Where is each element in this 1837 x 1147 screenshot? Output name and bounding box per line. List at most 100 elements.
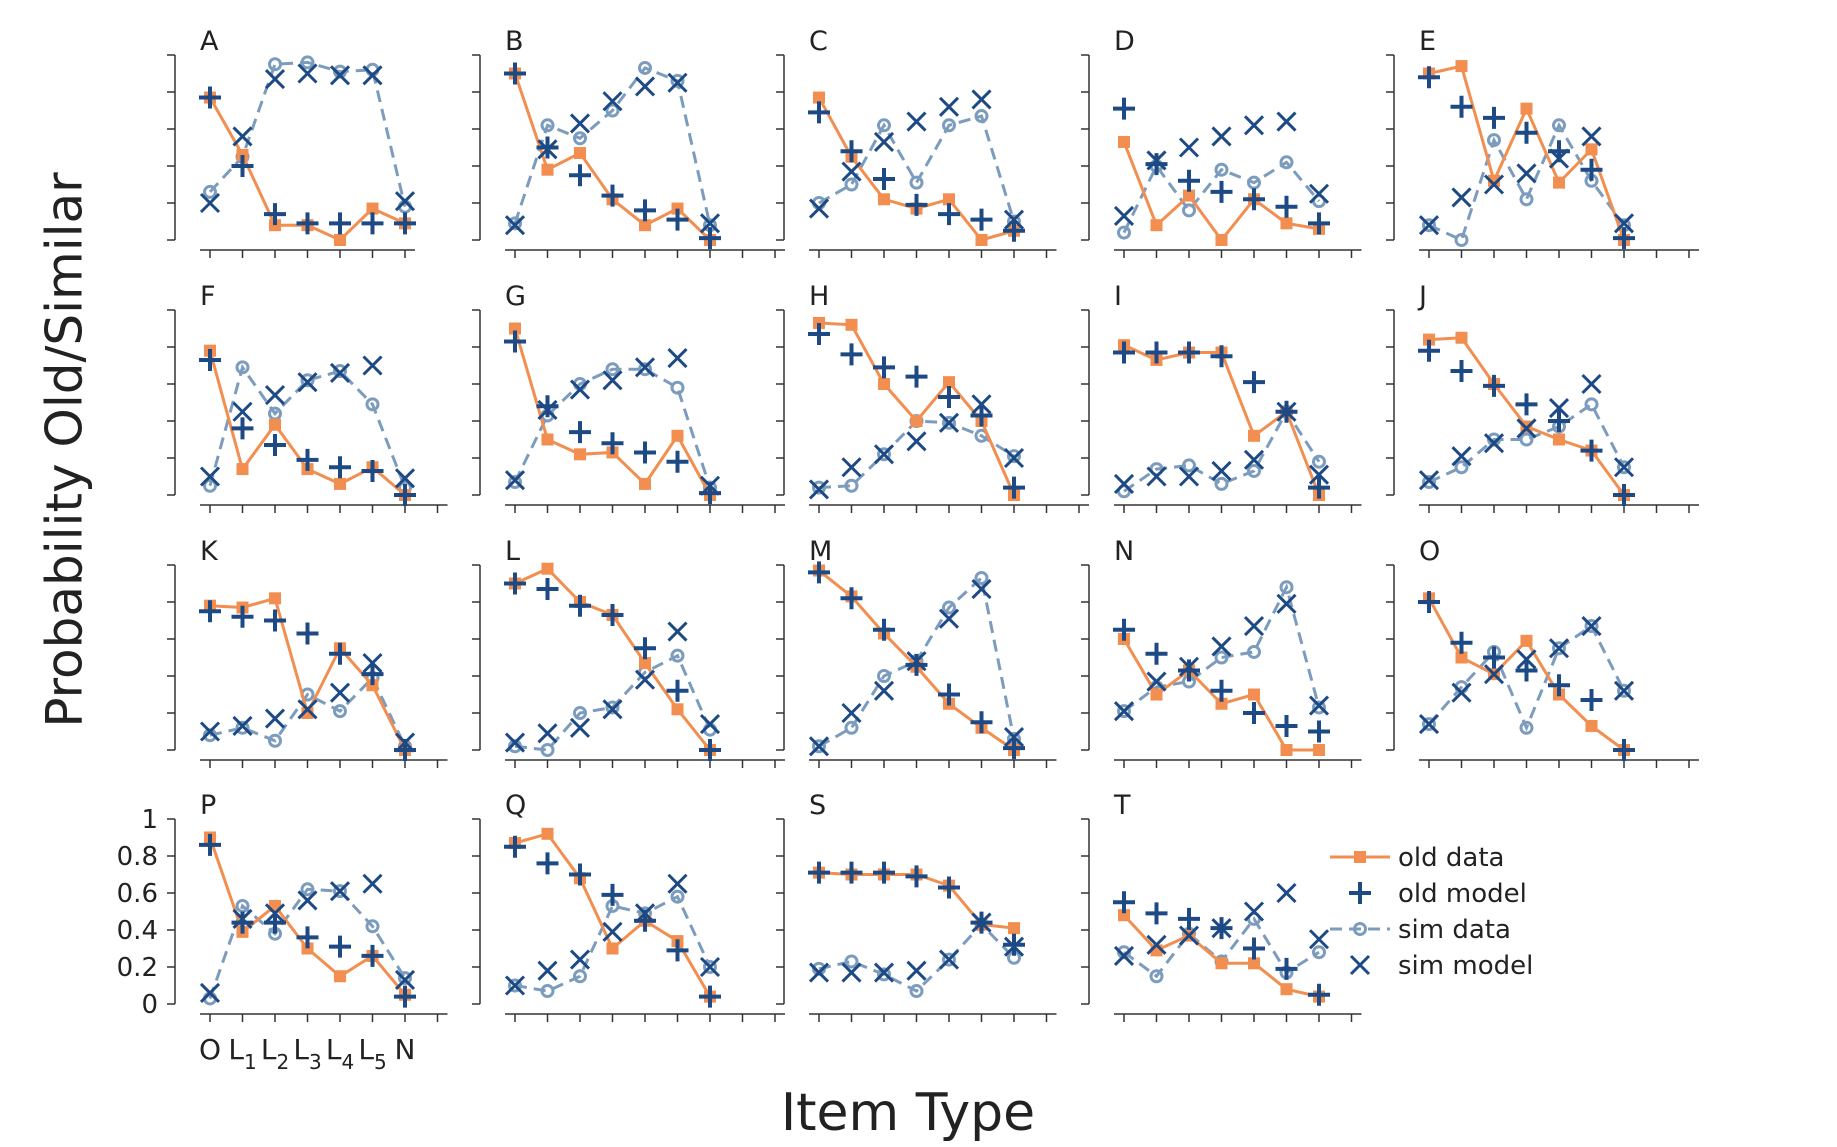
sim-model-point xyxy=(1308,929,1330,950)
old-model-point xyxy=(1210,180,1233,203)
old-model-point xyxy=(905,193,928,216)
old-model-point xyxy=(905,865,928,888)
sim-model-point xyxy=(362,65,383,86)
sim-model-point xyxy=(808,962,830,983)
sim-data-point xyxy=(942,952,956,967)
sim-data-point xyxy=(573,131,587,146)
old-data-point xyxy=(1423,333,1435,346)
sim-model-point xyxy=(1308,464,1330,485)
old-data-point xyxy=(334,477,346,490)
old-model-point xyxy=(840,587,863,610)
sim-data-point xyxy=(909,984,924,999)
panel-label: T xyxy=(1113,790,1131,821)
sim-model-point xyxy=(602,370,623,391)
sim-model-point xyxy=(1613,457,1635,478)
sim-data-point xyxy=(1182,458,1196,473)
sim-model-point xyxy=(634,76,656,97)
sim-data-line xyxy=(514,894,712,993)
panel-Q: Q xyxy=(472,790,785,1022)
old-model-point xyxy=(329,642,351,665)
sim-model-point xyxy=(537,960,558,981)
sim-data-point xyxy=(670,648,685,663)
sim-model-point xyxy=(569,717,591,738)
old-model-point xyxy=(938,876,960,899)
sim-model-point xyxy=(1211,636,1232,657)
panel-H: H xyxy=(776,281,1089,513)
sim-model-point xyxy=(602,91,623,112)
series-sim-model xyxy=(808,89,1025,230)
old-data-point xyxy=(1215,234,1228,246)
series-old-model xyxy=(1418,66,1635,250)
old-model-point xyxy=(905,365,928,388)
sim-data-line xyxy=(1123,583,1321,713)
sim-model-point xyxy=(504,215,526,236)
old-model-point xyxy=(394,212,416,235)
old-model-point xyxy=(296,926,319,949)
old-model-point xyxy=(569,594,591,617)
old-data-point xyxy=(1520,634,1533,647)
series-old-data xyxy=(204,831,411,1001)
sim-data-point xyxy=(638,362,652,377)
sim-model-point xyxy=(297,63,318,84)
sim-model-point xyxy=(1548,397,1570,419)
legend-label: sim data xyxy=(1398,915,1511,945)
sim-data-point xyxy=(703,960,717,974)
series-old-model xyxy=(808,101,1025,242)
y-tick-label: 1 xyxy=(141,805,158,835)
sim-data-point xyxy=(844,720,859,735)
sim-model-point xyxy=(1613,213,1635,234)
series-sim-model xyxy=(1418,373,1635,491)
old-data-point xyxy=(878,193,890,206)
series-old-model xyxy=(808,561,1025,760)
panel-I: I xyxy=(1081,281,1362,513)
panel-D: D xyxy=(1081,26,1362,258)
sim-data-point xyxy=(877,447,891,462)
series-sim-data xyxy=(508,889,717,999)
series-old-data xyxy=(1423,592,1630,756)
old-model-point xyxy=(361,944,384,967)
sim-data-point xyxy=(974,570,989,585)
old-model-point xyxy=(394,484,416,506)
old-model-point xyxy=(699,482,721,505)
old-data-point xyxy=(1488,174,1500,187)
panel-T: T xyxy=(1081,790,1362,1022)
sim-model-point xyxy=(362,355,383,376)
sim-model-point xyxy=(938,608,960,629)
old-model-point xyxy=(1580,439,1603,462)
series-sim-model xyxy=(504,72,721,236)
sim-model-point xyxy=(667,348,688,369)
old-model-point xyxy=(1613,227,1635,250)
sim-data-point xyxy=(1247,463,1261,478)
sim-data-point xyxy=(333,884,347,899)
sim-model-point xyxy=(199,982,221,1003)
series-sim-data xyxy=(812,414,1021,495)
panel-label: H xyxy=(809,281,829,312)
old-data-point xyxy=(269,219,281,232)
sim-data-point xyxy=(1312,454,1326,469)
old-data-point xyxy=(1520,102,1533,115)
old-model-point xyxy=(1483,646,1505,669)
old-model-point xyxy=(1613,484,1635,506)
old-model-point xyxy=(1483,374,1505,397)
panel-B: B xyxy=(472,26,785,258)
old-model-point xyxy=(1308,476,1330,499)
sim-model-point xyxy=(1451,187,1472,208)
sim-model-point xyxy=(1276,593,1297,614)
sim-data-point xyxy=(877,118,891,133)
old-model-point xyxy=(699,227,721,250)
sim-data-point xyxy=(1182,203,1196,218)
old-model-point xyxy=(808,101,830,124)
sim-data-point xyxy=(844,954,859,969)
old-data-point xyxy=(975,234,988,246)
sim-data-point xyxy=(235,720,250,735)
sim-data-point xyxy=(670,73,685,88)
old-data-point xyxy=(1455,60,1468,73)
sim-model-point xyxy=(667,72,688,93)
sim-model-point xyxy=(394,191,416,212)
sim-model-point xyxy=(1211,126,1232,147)
old-data-point xyxy=(541,163,554,176)
old-model-point xyxy=(970,911,993,934)
sim-model-point xyxy=(1243,449,1265,470)
old-model-point xyxy=(231,911,254,934)
